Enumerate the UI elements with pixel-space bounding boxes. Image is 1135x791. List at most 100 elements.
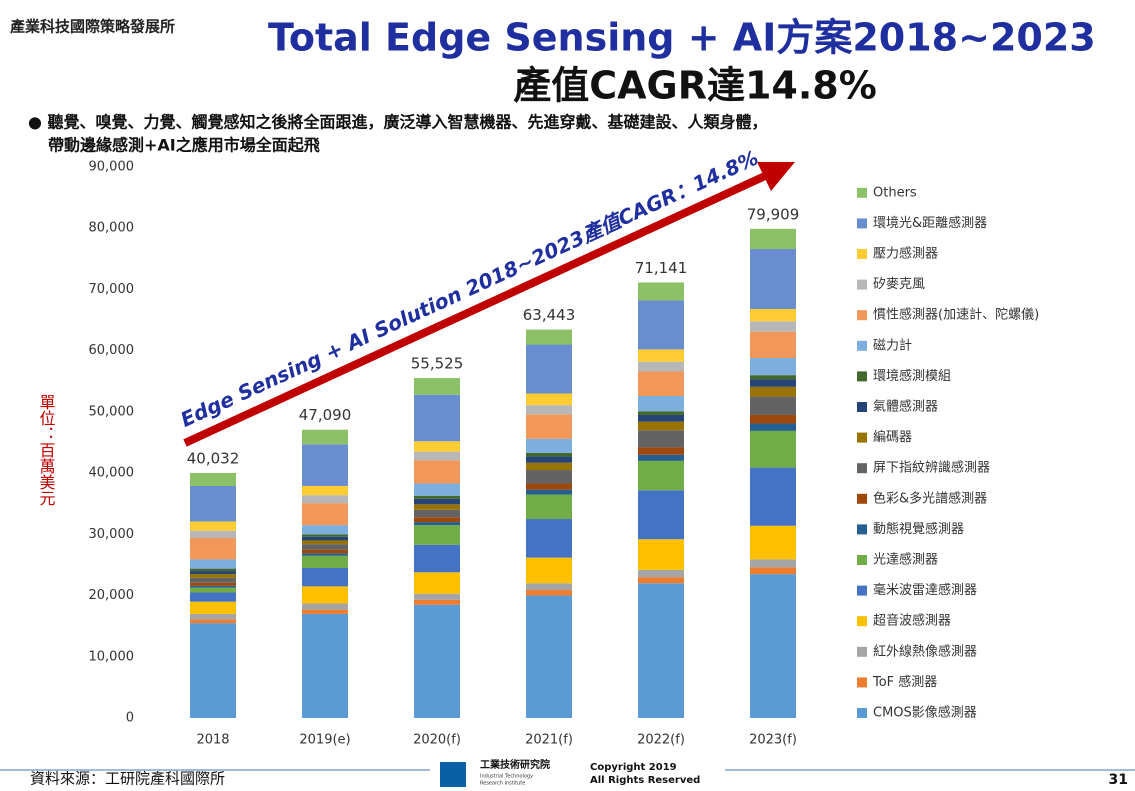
bar-segment bbox=[190, 587, 236, 593]
x-tick-label: 2023(f) bbox=[749, 733, 797, 748]
y-tick-label: 10,000 bbox=[89, 649, 135, 664]
bar-segment bbox=[414, 460, 460, 484]
bar-segment bbox=[638, 569, 684, 578]
bar-segment bbox=[638, 282, 684, 301]
total-label: 40,032 bbox=[187, 449, 240, 467]
bar-segment bbox=[302, 609, 348, 614]
bar-segment bbox=[750, 559, 796, 568]
bar-segment bbox=[750, 567, 796, 575]
bar-segment bbox=[750, 430, 796, 468]
bar-segment bbox=[414, 517, 460, 523]
bar-segment bbox=[302, 495, 348, 504]
y-axis-label: 單位：百萬美元 bbox=[37, 394, 56, 506]
legend-swatch bbox=[857, 402, 867, 412]
legend-swatch bbox=[857, 463, 867, 474]
bar-segment bbox=[638, 460, 684, 491]
bar-segment bbox=[414, 378, 460, 395]
bar-segment bbox=[414, 495, 460, 499]
bar-segment bbox=[302, 534, 348, 537]
bar-segment bbox=[414, 483, 460, 496]
legend-label: 光達感測器 bbox=[873, 552, 938, 568]
bar-segment bbox=[638, 539, 684, 570]
bar-segment bbox=[638, 349, 684, 362]
bar-segment bbox=[750, 386, 796, 397]
bar-segment bbox=[414, 599, 460, 605]
bar-segment bbox=[526, 595, 572, 718]
legend-label: 氣體感測器 bbox=[873, 399, 938, 415]
y-tick-label: 20,000 bbox=[89, 588, 135, 603]
bar-segment bbox=[526, 462, 572, 471]
bar-segment bbox=[302, 444, 348, 486]
copyright: Copyright 2019 bbox=[590, 762, 677, 773]
bar-segment bbox=[302, 536, 348, 541]
bar-segment bbox=[638, 577, 684, 584]
logo-text: 工業技術研究院 bbox=[480, 758, 550, 771]
x-tick-label: 2018 bbox=[196, 733, 229, 748]
legend-label: 紅外線熱像感測器 bbox=[873, 643, 977, 659]
title: Total Edge Sensing + AI方案2018~2023 bbox=[268, 16, 1096, 60]
bar-segment bbox=[750, 414, 796, 424]
y-tick-label: 40,000 bbox=[89, 466, 135, 481]
x-tick-label: 2019(e) bbox=[299, 733, 350, 748]
legend-swatch bbox=[857, 585, 867, 596]
y-tick-label: 90,000 bbox=[89, 160, 135, 175]
y-tick-label: 60,000 bbox=[89, 343, 135, 358]
plot: 0 10,000 20,000 30,000 40,000 50,000 60,000 70,… bbox=[37, 160, 1040, 748]
bar-segment bbox=[190, 530, 236, 539]
bar-segment bbox=[526, 405, 572, 415]
bar-segment bbox=[302, 503, 348, 526]
bar-segment bbox=[750, 467, 796, 526]
legend-swatch bbox=[857, 218, 867, 229]
bar-segment bbox=[190, 521, 236, 531]
bar-segment bbox=[414, 498, 460, 505]
bar-segment bbox=[190, 623, 236, 718]
bar-segment bbox=[302, 429, 348, 445]
bar-segment bbox=[526, 483, 572, 490]
legend-label: Others bbox=[873, 185, 917, 200]
total-label: 47,090 bbox=[299, 406, 352, 424]
bar-segment bbox=[750, 309, 796, 322]
bar-segment bbox=[638, 421, 684, 431]
bar-segment bbox=[750, 574, 796, 718]
bar-segment bbox=[638, 300, 684, 350]
bar-segment bbox=[190, 571, 236, 575]
legend-label: ToF 感測器 bbox=[872, 674, 937, 690]
legend-label: 環境感測模組 bbox=[873, 368, 951, 384]
bar-segment bbox=[526, 470, 572, 484]
copyright: All Rights Reserved bbox=[590, 775, 700, 786]
bar-segment bbox=[638, 490, 684, 540]
bar-segment bbox=[414, 441, 460, 452]
bar-segment bbox=[302, 549, 348, 554]
bar-segment bbox=[190, 538, 236, 560]
arrow-head bbox=[757, 162, 795, 191]
x-tick-label: 2021(f) bbox=[525, 733, 573, 748]
bar-segment bbox=[526, 452, 572, 457]
bar-segment bbox=[526, 489, 572, 495]
legend-swatch bbox=[857, 646, 867, 657]
legend-label: 色彩&多光譜感測器 bbox=[873, 490, 987, 506]
bar-segment bbox=[638, 454, 684, 461]
bar-segment bbox=[190, 559, 236, 569]
bar-segment bbox=[190, 577, 236, 583]
total-label: 79,909 bbox=[747, 205, 800, 223]
bullet: ● 聽覺、嗅覺、力覺、觸覺感知之後將全面跟進，廣泛導入智慧機器、先進穿戴、基礎建… bbox=[28, 113, 768, 132]
bar-segment bbox=[638, 414, 684, 422]
total-label: 55,525 bbox=[411, 355, 464, 373]
bar-segment bbox=[750, 331, 796, 359]
legend-swatch bbox=[857, 187, 867, 198]
bar-segment bbox=[526, 456, 572, 463]
bar-segment bbox=[638, 371, 684, 396]
source: 資料來源：工研院產科國際所 bbox=[30, 770, 225, 788]
bar-segment bbox=[750, 379, 796, 387]
logo bbox=[440, 762, 466, 787]
x-tick-label: 2022(f) bbox=[637, 733, 685, 748]
legend-label: 超音波感測器 bbox=[873, 613, 951, 629]
bar-segment bbox=[526, 590, 572, 596]
bar-segment bbox=[414, 394, 460, 442]
bar-segment bbox=[750, 396, 796, 415]
logo-text: Research Institute bbox=[480, 781, 525, 787]
bar-segment bbox=[190, 585, 236, 588]
bar-segment bbox=[526, 329, 572, 345]
bar-segment bbox=[750, 321, 796, 332]
legend-swatch bbox=[857, 708, 867, 718]
